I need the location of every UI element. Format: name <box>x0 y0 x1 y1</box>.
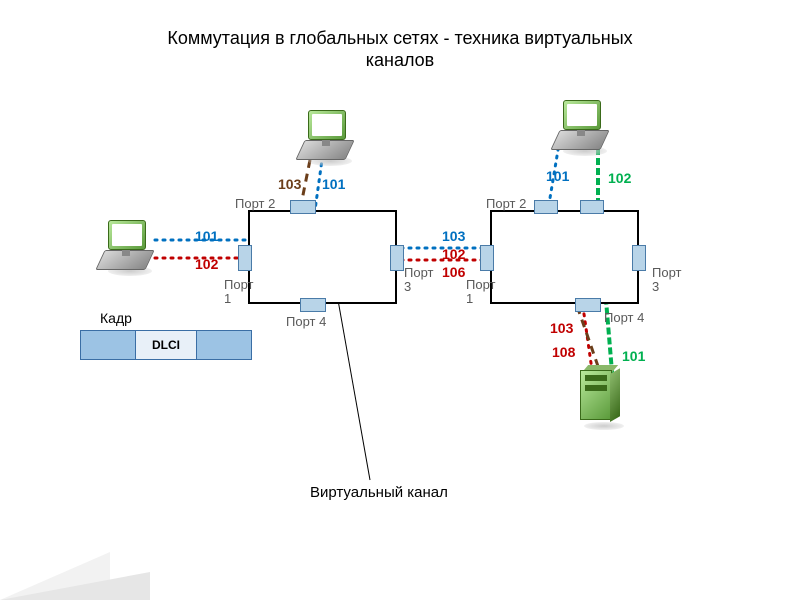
val-green-101: 101 <box>622 348 645 364</box>
sw1-port3-label: Порт 3 <box>404 266 440 294</box>
switch2-port4 <box>575 298 601 312</box>
val-red-108: 108 <box>552 344 575 360</box>
virtual-channel-label: Виртуальный канал <box>310 484 448 501</box>
val-red-102-a: 102 <box>195 256 218 272</box>
sw2-port1-label: Порт 1 <box>466 278 502 306</box>
sw2-port4-label: Порт 4 <box>604 310 644 325</box>
sw1-port1-label: Порт 1 <box>224 278 260 306</box>
frame-dlci: DLCI <box>135 330 197 360</box>
switch2-port2-a <box>534 200 558 214</box>
switch-1 <box>248 210 397 304</box>
sw2-port2-label: Порт 2 <box>486 196 526 211</box>
val-red-103: 103 <box>550 320 573 336</box>
val-green-102: 102 <box>608 170 631 186</box>
connection-paths <box>0 0 800 600</box>
val-red-106: 106 <box>442 264 465 280</box>
computer-top-1 <box>300 110 355 160</box>
sw1-port4-label: Порт 4 <box>286 314 326 329</box>
frame-label: Кадр <box>100 310 132 326</box>
val-blue-101-a: 101 <box>195 228 218 244</box>
val-blue-103-b: 103 <box>442 228 465 244</box>
title-line-1: Коммутация в глобальных сетях - техника … <box>0 28 800 49</box>
switch2-port1 <box>480 245 494 271</box>
switch-2 <box>490 210 639 304</box>
diagram-stage: Коммутация в глобальных сетях - техника … <box>0 0 800 600</box>
computer-top-2 <box>555 100 610 150</box>
sw2-port3-label: Порт 3 <box>652 266 688 294</box>
val-brown-103: 103 <box>278 176 301 192</box>
switch1-port2 <box>290 200 316 214</box>
val-blue-101-b: 101 <box>546 168 569 184</box>
server <box>580 370 624 426</box>
switch1-port1 <box>238 245 252 271</box>
corner-triangle-2 <box>0 572 150 600</box>
switch1-port4 <box>300 298 326 312</box>
title-line-2: каналов <box>0 50 800 71</box>
val-red-102-b: 102 <box>442 246 465 262</box>
switch1-port3 <box>390 245 404 271</box>
sw1-port2-label: Порт 2 <box>235 196 275 211</box>
computer-left <box>100 220 155 270</box>
val-blue-101-top1: 101 <box>322 176 345 192</box>
switch2-port2-b <box>580 200 604 214</box>
switch2-port3 <box>632 245 646 271</box>
